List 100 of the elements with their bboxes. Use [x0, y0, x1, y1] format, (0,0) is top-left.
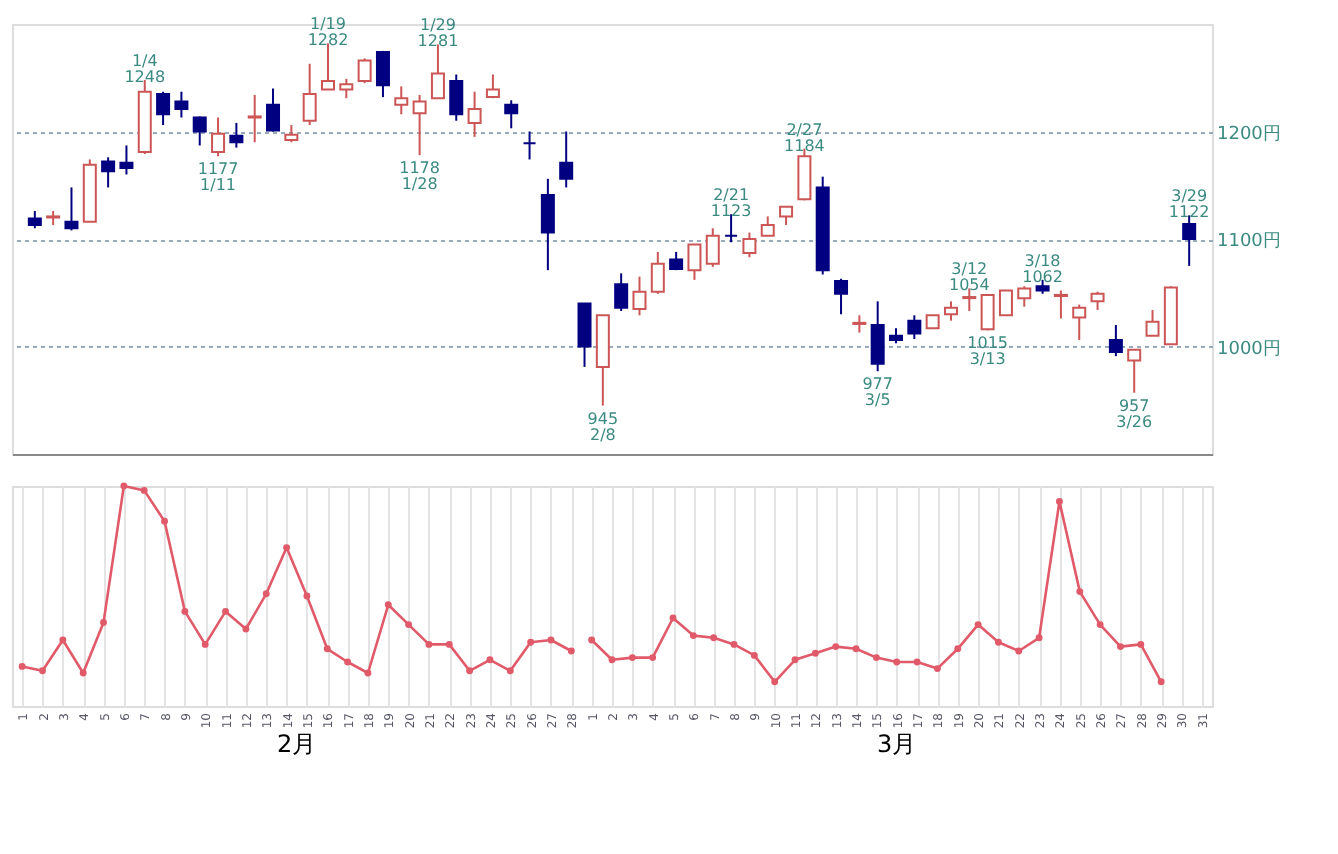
annotation: 977 3/5: [862, 375, 893, 410]
point: [750, 651, 758, 659]
point: [201, 640, 209, 648]
annotation: 1178 1/28: [399, 159, 440, 194]
candlestick: [943, 300, 958, 322]
point: [1137, 640, 1145, 648]
annotation: 945 2/8: [587, 409, 619, 444]
point: [1157, 678, 1165, 686]
annotation: 957 3/26: [1116, 396, 1153, 431]
point: [628, 654, 636, 662]
candlestick: [724, 213, 739, 244]
point: [832, 643, 840, 651]
candlestick: [174, 90, 189, 119]
candlestick: [559, 130, 574, 189]
point: [384, 601, 392, 609]
point: [811, 649, 819, 657]
annotation: 3/18 1062: [1022, 251, 1063, 286]
point: [59, 636, 67, 644]
point: [1096, 621, 1104, 629]
point: [344, 658, 352, 666]
point: [1035, 634, 1043, 642]
candlestick: [1127, 348, 1142, 394]
point: [933, 665, 941, 673]
candlestick: [540, 177, 555, 272]
point: [100, 618, 107, 626]
annotation: 1/29 1281: [417, 16, 459, 51]
candlestick: [779, 205, 794, 227]
point: [445, 640, 453, 648]
point: [954, 645, 962, 653]
candlestick: [962, 287, 977, 313]
point: [710, 634, 718, 642]
annotation: 1/19 1282: [307, 15, 349, 50]
point: [1076, 588, 1084, 596]
point: [405, 621, 413, 629]
candlestick: [211, 116, 226, 158]
candlestick: [760, 215, 775, 237]
text: 2月: [277, 730, 317, 758]
point: [364, 669, 372, 677]
candlestick: [302, 62, 317, 127]
candlestick: [687, 243, 702, 281]
point: [181, 607, 189, 615]
candlestick: [1145, 308, 1160, 337]
point: [120, 482, 128, 490]
point: [649, 654, 657, 662]
candlestick: [650, 250, 665, 295]
point: [425, 640, 433, 648]
point: [18, 662, 26, 670]
point: [486, 656, 494, 664]
point: [669, 614, 677, 622]
point: [222, 607, 230, 615]
y-tick-label: 1100円: [1217, 232, 1281, 252]
point: [791, 656, 799, 664]
candlestick: [1072, 303, 1087, 342]
annotation: 2/21 1123: [710, 186, 752, 221]
candlestick: [577, 302, 592, 368]
candlestick: [229, 121, 244, 149]
candlestick: [266, 87, 281, 133]
point: [323, 645, 331, 653]
annotation: 2/27 1184: [784, 120, 825, 155]
candlestick: [119, 144, 134, 176]
point: [913, 658, 921, 666]
candlestick: [1108, 324, 1123, 358]
point: [140, 486, 148, 494]
y-tick-label: 1200円: [1217, 124, 1281, 145]
candlestick: [192, 115, 207, 147]
candlestick: [998, 289, 1013, 317]
candlestick: [870, 300, 885, 373]
candlestick: [320, 42, 335, 91]
candlestick: [1017, 285, 1032, 308]
point: [39, 667, 46, 675]
candlestick: [467, 90, 482, 138]
point: [303, 592, 311, 600]
point: [1055, 497, 1063, 505]
point: [994, 638, 1002, 646]
candlestick: [357, 57, 372, 85]
candlestick: [504, 99, 519, 130]
candlestick: [247, 93, 262, 144]
text: 3月: [877, 730, 917, 758]
point: [547, 636, 555, 644]
annotation: 1015 3/13: [967, 334, 1008, 369]
point: [1117, 643, 1124, 651]
y-tick-label: 1000円: [1217, 339, 1281, 360]
candlestick: [632, 275, 647, 317]
candlestick: [156, 90, 171, 127]
annotation: 1/4 1248: [124, 51, 166, 86]
candlestick: [430, 43, 445, 100]
point: [608, 656, 616, 664]
candlestick: [980, 293, 995, 332]
candlestick: [339, 77, 354, 100]
point: [974, 621, 982, 629]
point: [588, 636, 596, 644]
point: [527, 638, 535, 646]
candlestick: [1182, 214, 1197, 267]
candlestick: [614, 272, 629, 313]
point: [893, 658, 901, 666]
annotation: 1177 1/11: [197, 160, 239, 195]
point: [872, 654, 880, 662]
point: [466, 667, 474, 675]
candlestick: [394, 85, 409, 116]
point: [79, 669, 87, 677]
